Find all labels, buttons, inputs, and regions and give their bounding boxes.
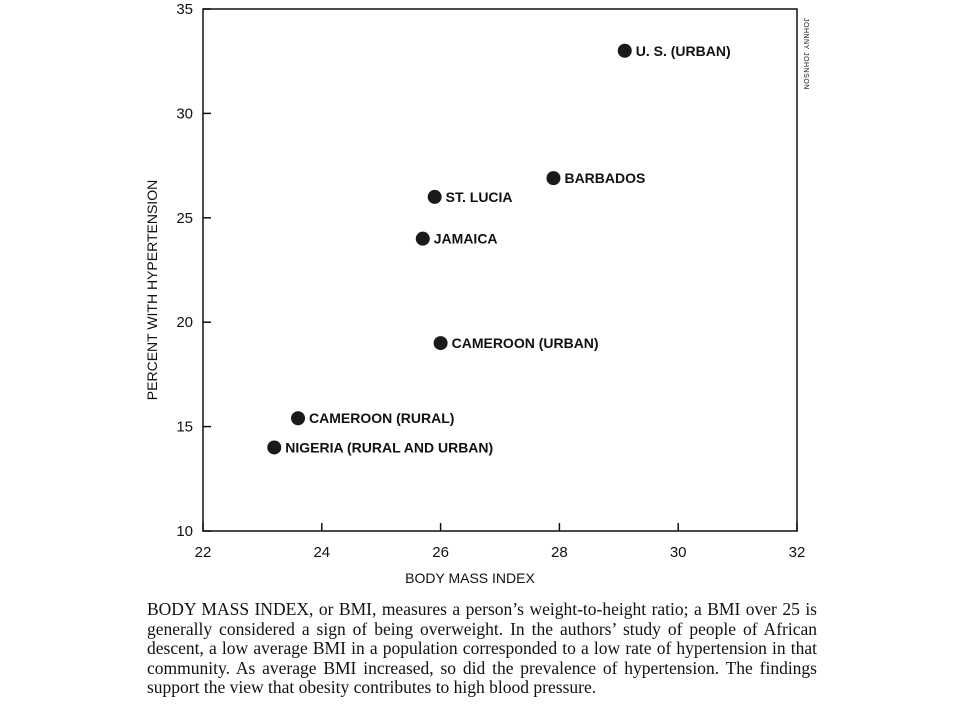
data-point [267,440,282,455]
x-tick-label: 24 [313,544,330,561]
x-tick-label: 26 [432,544,449,561]
y-tick-label: 20 [176,314,193,331]
data-point [291,411,306,426]
y-tick-label: 25 [176,210,193,227]
data-point [433,336,448,351]
plot-frame [202,8,798,532]
data-point [427,189,442,204]
data-point-label: CAMEROON (URBAN) [452,335,599,351]
data-point-label: ST. LUCIA [446,189,513,205]
y-tick-label: 10 [176,523,193,540]
x-axis-title: BODY MASS INDEX [405,570,535,586]
data-point [415,231,430,246]
data-point-label: JAMAICA [434,231,498,247]
x-axis: 22 24 26 28 30 32 [195,523,806,561]
data-point-label: BARBADOS [564,170,645,186]
data-point-label: NIGERIA (RURAL AND URBAN) [285,439,493,455]
x-tick-label: 28 [551,544,568,561]
data-point-label: CAMEROON (RURAL) [309,410,454,426]
y-tick-label: 30 [176,105,193,122]
x-tick-label: 30 [670,544,687,561]
data-point-label: U. S. (URBAN) [636,43,731,59]
y-axis: 10 15 20 25 30 35 [176,1,211,540]
data-point [546,171,561,186]
credit-label: JOHNNY JOHNSON [802,18,809,90]
y-tick-label: 15 [176,419,193,436]
y-axis-title: PERCENT WITH HYPERTENSION [144,180,160,400]
x-tick-label: 32 [789,544,806,561]
x-tick-label: 22 [195,544,212,561]
figure-caption: BODY MASS INDEX, or BMI, measures a pers… [147,599,817,698]
data-points: U. S. (URBAN) BARBADOS ST. LUCIA JAMAICA CAM… [267,43,731,455]
y-tick-label: 35 [176,1,193,18]
data-point [617,43,632,58]
scatter-chart: 10 15 20 25 30 35 22 24 26 28 30 32 U. S. (URBAN) B… [144,1,809,586]
